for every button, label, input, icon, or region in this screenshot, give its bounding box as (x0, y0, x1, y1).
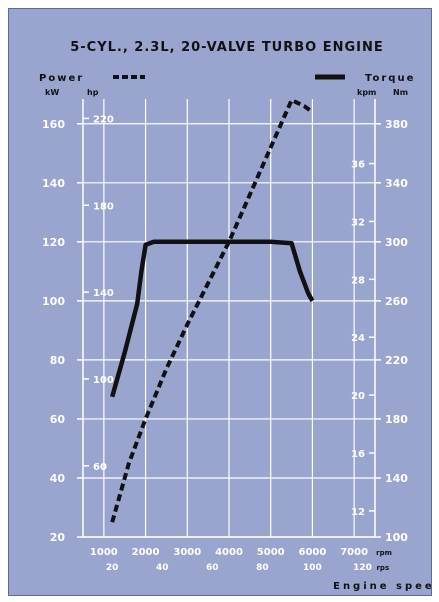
kw-tick-label: 160 (42, 118, 65, 131)
series (110, 98, 315, 523)
legend-torque-label: Torque (365, 73, 415, 84)
rpm-tick-label: 6000 (299, 547, 327, 558)
kw-tick-label: 140 (42, 177, 65, 190)
kw-tick-label: 120 (42, 236, 65, 249)
nm-tick-label: 220 (385, 354, 408, 367)
rpm-tick-label: 5000 (257, 547, 285, 558)
nm-tick-label: 380 (385, 118, 408, 131)
rpm-unit-label: rpm (376, 549, 392, 557)
axes: 20 40 60 80 100 120 140 160 60 100 140 180 220 100 140… (42, 99, 408, 573)
kpm-tick-label: 20 (351, 391, 365, 402)
kpm-tick-label: 12 (351, 507, 365, 518)
engine-chart: 5-CYL., 2.3L, 20-VALVE TURBO ENGINE Powe… (39, 40, 439, 592)
kpm-tick-label: 36 (351, 160, 365, 171)
hp-tick-label: 140 (93, 288, 114, 299)
hp-tick-label: 180 (93, 201, 114, 212)
rpm-tick-label: 7000 (340, 547, 368, 558)
nm-tick-label: 340 (385, 177, 408, 190)
nm-tick-label: 100 (385, 531, 408, 544)
kw-tick-label: 60 (50, 413, 66, 426)
hp-tick-label: 220 (93, 114, 114, 125)
rpm-tick-label: 3000 (173, 547, 201, 558)
rps-tick-label: 20 (106, 563, 119, 573)
legend-power-label: Power (39, 73, 84, 84)
kpm-tick-label: 16 (351, 449, 365, 460)
unit-kpm: kpm (357, 88, 376, 97)
rps-tick-label: 40 (156, 563, 169, 573)
rps-unit-label: rps (376, 564, 389, 572)
unit-kw: kW (45, 88, 59, 97)
kpm-tick-label: 24 (351, 333, 365, 344)
kw-tick-label: 80 (50, 354, 66, 367)
kpm-tick-label: 28 (351, 275, 365, 286)
rpm-tick-label: 4000 (215, 547, 243, 558)
nm-tick-label: 140 (385, 472, 408, 485)
unit-hp: hp (87, 88, 99, 97)
x-axis-label: Engine speed (333, 581, 431, 592)
rps-tick-label: 60 (206, 563, 219, 573)
kw-tick-label: 100 (42, 295, 65, 308)
nm-tick-label: 300 (385, 236, 408, 249)
torque-curve (110, 239, 315, 398)
nm-tick-label: 180 (385, 413, 408, 426)
rpm-tick-label: 2000 (132, 547, 160, 558)
power-curve (110, 98, 314, 523)
rps-tick-label: 100 (303, 563, 322, 573)
kw-tick-label: 40 (50, 472, 66, 485)
kw-tick-label: 20 (50, 531, 66, 544)
chart-panel: 5-CYL., 2.3L, 20-VALVE TURBO ENGINE Powe… (8, 8, 439, 596)
chart-title: 5-CYL., 2.3L, 20-VALVE TURBO ENGINE (70, 40, 384, 55)
hp-tick-label: 100 (93, 375, 114, 386)
grid (83, 99, 375, 538)
kpm-tick-label: 32 (351, 217, 365, 228)
rps-tick-label: 120 (353, 563, 372, 573)
hp-tick-label: 60 (93, 462, 107, 473)
rps-tick-label: 80 (256, 563, 269, 573)
unit-nm: Nm (393, 88, 408, 97)
rpm-tick-label: 1000 (90, 547, 118, 558)
nm-tick-label: 260 (385, 295, 408, 308)
